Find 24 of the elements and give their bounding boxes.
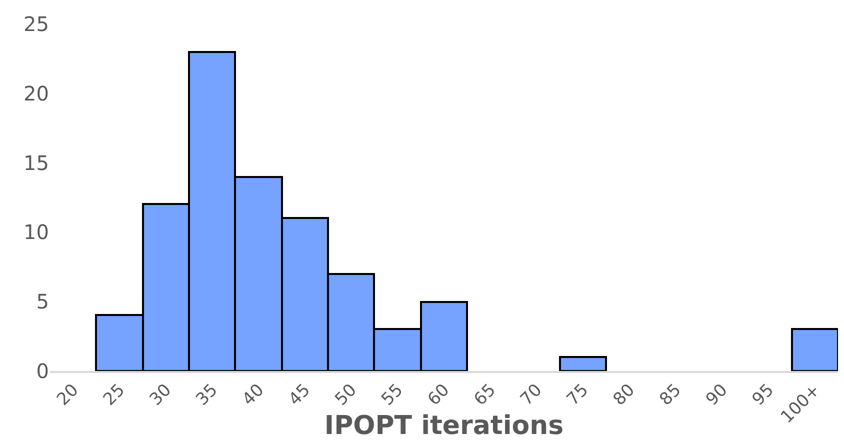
y-tick-label: 25 (24, 12, 49, 36)
y-tick-label: 0 (36, 359, 49, 383)
bar (791, 328, 838, 371)
x-tick-label: 75 (563, 380, 593, 410)
x-tick-label: 70 (516, 380, 546, 410)
x-tick-label: 90 (702, 380, 732, 410)
x-tick-label: 65 (470, 380, 500, 410)
x-tick-label: 45 (285, 380, 314, 410)
x-tick-label: 80 (610, 380, 639, 410)
x-tick-label: 25 (100, 380, 130, 410)
x-tick-label: 50 (331, 380, 361, 410)
x-tick-label: 55 (378, 380, 408, 410)
x-tick-label: 60 (424, 380, 454, 410)
x-tick-label: 30 (146, 380, 176, 410)
y-tick-label: 15 (24, 150, 49, 175)
bar (559, 356, 607, 371)
x-tick-label: 40 (238, 380, 268, 410)
x-tick-label: 35 (192, 380, 222, 410)
x-tick-label: 95 (748, 380, 778, 410)
y-tick-label: 10 (24, 220, 49, 244)
y-tick-label: 5 (36, 290, 49, 314)
x-axis-title: IPOPT iterations (324, 411, 564, 441)
y-tick-label: 20 (24, 81, 49, 106)
x-tick-label: 85 (656, 380, 686, 410)
